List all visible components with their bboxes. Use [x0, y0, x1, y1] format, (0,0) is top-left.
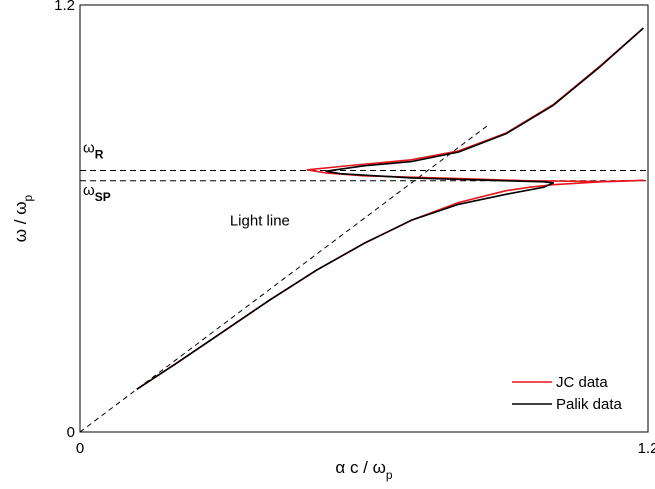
legend-label: Palik data	[556, 396, 623, 413]
y-tick-label: 0	[67, 424, 75, 441]
reference-labels: Light line ωR ωSP	[83, 139, 290, 229]
legend-label: JC data	[556, 374, 608, 391]
omega-r-label: ωR	[83, 139, 104, 161]
legend: JC data Palik data	[512, 374, 623, 413]
x-axis-label-sub: p	[386, 468, 393, 482]
x-tick-label: 1.2	[638, 440, 655, 457]
y-axis-label-sub: p	[21, 194, 35, 201]
series-line-jc-data	[136, 27, 645, 390]
x-tick-label: 0	[76, 440, 84, 457]
x-axis-label: α c / ωp	[335, 458, 393, 482]
series-line-palik-data	[136, 27, 644, 390]
light-line-label: Light line	[230, 213, 290, 230]
plot-frame	[79, 4, 649, 433]
x-axis-label-base: α c / ω	[335, 458, 386, 477]
plot-area-group: 0 1.2 0 1.2 Light line ωR ωSP JC data Palik da…	[54, 0, 655, 457]
y-axis-label-base: ω / ω	[11, 201, 30, 242]
y-axis-label: ω / ωp	[11, 194, 35, 242]
axis-ticks: 0 1.2 0 1.2	[54, 0, 655, 457]
omega-sp-label: ωSP	[83, 182, 111, 204]
y-tick-label: 1.2	[54, 0, 75, 14]
data-series	[136, 27, 645, 390]
